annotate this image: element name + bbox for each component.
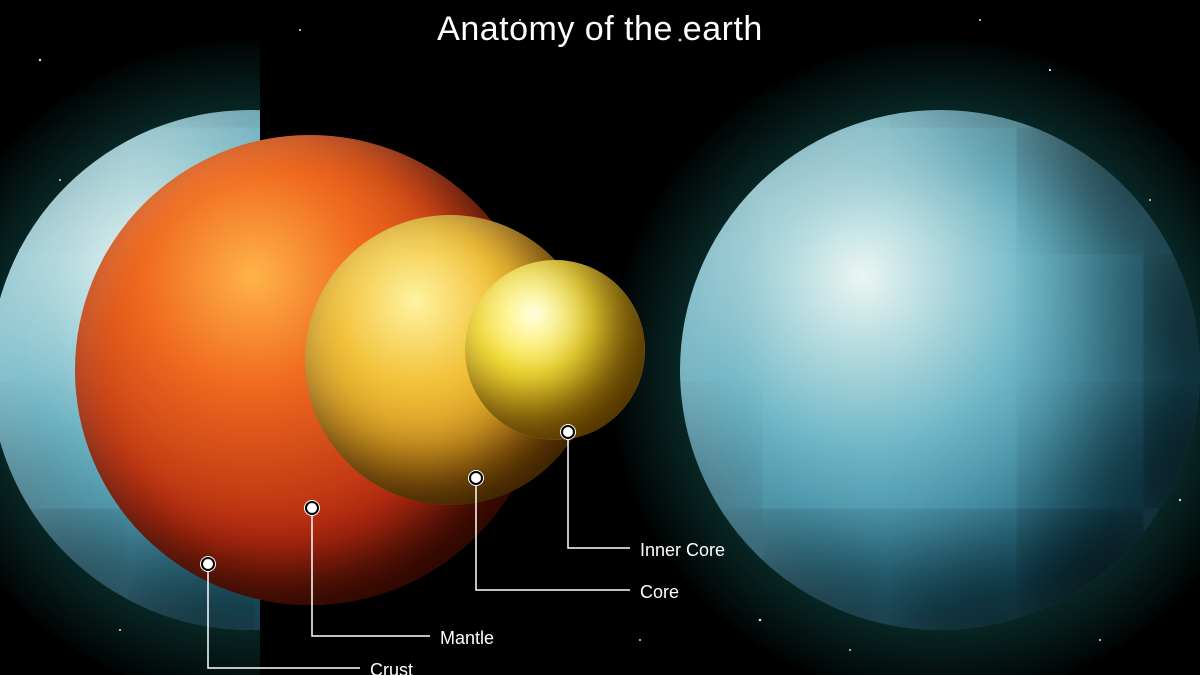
- layer-inner-core: [465, 260, 645, 440]
- diagram-title: Anatomy of the earth: [0, 10, 1200, 49]
- callout-label-crust: Crust: [370, 660, 413, 675]
- callout-dot-core: [469, 471, 483, 485]
- callout-label-inner-core: Inner Core: [640, 540, 725, 561]
- diagram-stage: { "type": "infographic", "canvas": { "wi…: [0, 0, 1200, 675]
- callout-label-mantle: Mantle: [440, 628, 494, 649]
- right-earth: [680, 110, 1200, 630]
- callout-dot-inner-core: [561, 425, 575, 439]
- callout-dot-mantle: [305, 501, 319, 515]
- callout-label-core: Core: [640, 582, 679, 603]
- callout-dot-crust: [201, 557, 215, 571]
